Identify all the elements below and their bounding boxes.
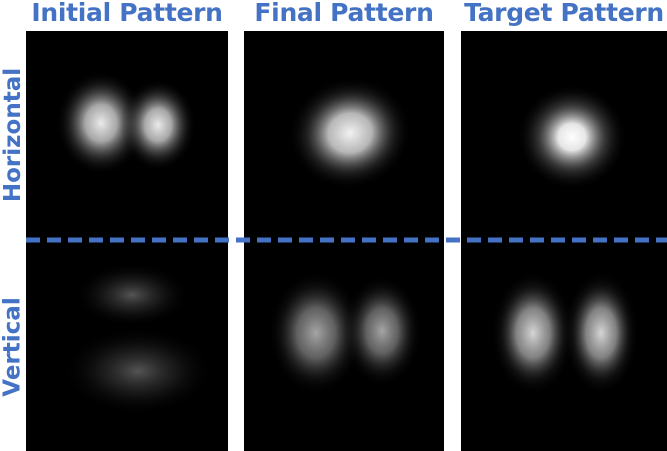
- vertical-lobe-right: [563, 271, 639, 395]
- horizontal-lobe-left: [56, 71, 146, 175]
- row-label-horizontal: Horizontal: [0, 31, 26, 239]
- vertical-lobe-top: [74, 263, 190, 327]
- horizontal-lobe-right: [120, 79, 196, 171]
- column-title-initial-pattern: Initial Pattern: [31, 0, 223, 27]
- column-title-final-pattern: Final Pattern: [254, 0, 434, 27]
- vertical-lobe-left: [268, 271, 364, 395]
- final-pattern-image: [268, 76, 422, 395]
- column-title-target-pattern: Target Pattern: [464, 0, 664, 27]
- horizontal-spot: [288, 76, 412, 190]
- target-pattern-image: [491, 84, 639, 395]
- row-divider-dashed-line: [26, 237, 667, 243]
- vertical-lobe-bottom: [62, 327, 214, 415]
- row-label-vertical: Vertical: [0, 243, 26, 451]
- vertical-lobe-right: [342, 275, 422, 387]
- row-label-horizontal-text: Horizontal: [0, 67, 26, 203]
- row-label-vertical-text: Vertical: [0, 297, 26, 397]
- vertical-lobe-left: [491, 271, 575, 395]
- horizontal-spot: [517, 84, 627, 190]
- initial-pattern-image: [56, 71, 214, 415]
